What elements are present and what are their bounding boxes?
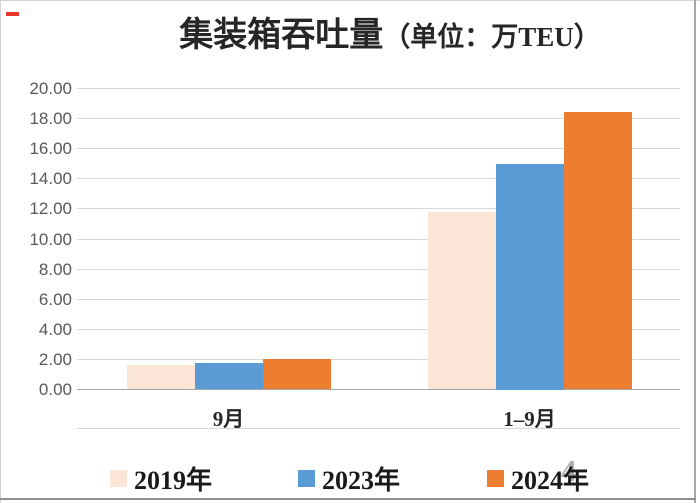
y-axis-tick-label: 4.00 [38, 319, 72, 339]
bar-2019年-1–9月 [427, 211, 496, 390]
legend-item-2024年: 2024年 [487, 461, 589, 495]
category-axis-underline [77, 428, 680, 429]
frame-edge-left [0, 0, 1, 503]
y-axis-tick-label: 18.00 [29, 109, 72, 129]
x-axis-category-label: 1–9月 [503, 407, 556, 431]
chart-title-unit: （单位：万TEU） [383, 22, 601, 52]
frame-edge-right [694, 0, 696, 503]
frame-edge-top [0, 0, 700, 1]
legend-item-2019年: 2019年 [110, 461, 212, 495]
gridline [77, 238, 680, 240]
gridline [77, 298, 680, 300]
legend-swatch-icon [110, 469, 127, 487]
y-axis-tick-label: 12.00 [29, 199, 72, 219]
x-axis-line [77, 389, 680, 390]
y-axis-tick-label: 20.00 [29, 79, 72, 98]
bar-2019年-9月 [126, 364, 195, 390]
watermark-digit: 4 [561, 453, 577, 488]
frame-edge-bottom [0, 498, 696, 500]
legend-label: 2023年 [322, 465, 401, 495]
gridline [77, 178, 680, 180]
gridline [77, 148, 680, 150]
bar-2024年-1–9月 [563, 111, 632, 390]
legend-label: 2019年 [134, 465, 213, 495]
legend-swatch-icon [487, 469, 504, 487]
y-axis-tick-label: 0.00 [38, 380, 72, 399]
gridline [77, 268, 680, 270]
y-axis-tick-label: 8.00 [38, 259, 72, 279]
gridline [77, 208, 680, 210]
gridline [77, 118, 680, 120]
bar-2024年-9月 [262, 358, 331, 390]
y-axis-tick-label: 6.00 [38, 289, 72, 309]
x-axis-category-label: 9月 [212, 407, 245, 431]
bar-2023年-9月 [194, 363, 263, 390]
legend-swatch-icon [298, 469, 315, 487]
chart-title: 集装箱吞吐量（单位：万TEU） [90, 14, 690, 59]
chart-title-main: 集装箱吞吐量 [179, 17, 384, 54]
gridline [77, 328, 680, 330]
red-dash-mark [6, 12, 19, 16]
y-axis-tick-label: 14.00 [29, 169, 72, 189]
y-axis-tick-label: 2.00 [38, 349, 72, 369]
legend-label: 2024年 [511, 465, 590, 495]
y-axis-tick-label: 16.00 [29, 139, 72, 159]
gridline [77, 358, 680, 360]
bar-2023年-1–9月 [495, 163, 564, 390]
gridline [77, 88, 680, 89]
y-axis-tick-label: 10.00 [29, 229, 72, 249]
legend-item-2023年: 2023年 [298, 461, 400, 495]
